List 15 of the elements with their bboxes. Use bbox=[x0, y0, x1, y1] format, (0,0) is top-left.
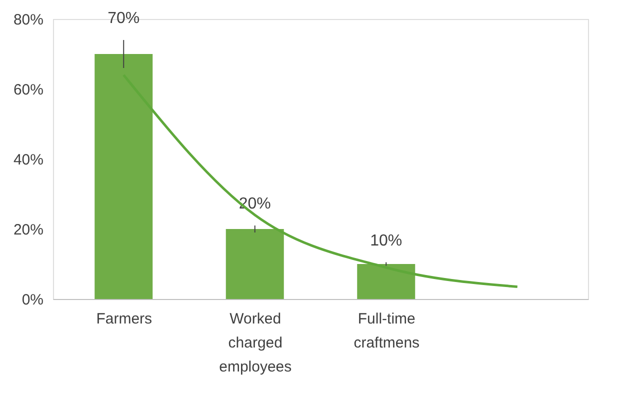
y-tick-label: 0% bbox=[22, 292, 44, 308]
x-tick-label: Farmers bbox=[96, 310, 152, 328]
data-label: 10% bbox=[370, 232, 402, 250]
bar bbox=[226, 229, 284, 299]
data-label: 70% bbox=[108, 10, 140, 27]
line-series bbox=[122, 74, 519, 288]
x-tick-label: Full-time craftmens bbox=[354, 310, 420, 352]
y-tick-label: 20% bbox=[13, 222, 44, 238]
data-label: 20% bbox=[238, 196, 271, 212]
bar bbox=[94, 54, 153, 299]
y-tick-label: 80% bbox=[13, 12, 44, 28]
bar bbox=[357, 264, 416, 299]
y-tick-label: 40% bbox=[13, 152, 44, 168]
x-tick-label: Worked charged employees bbox=[219, 310, 292, 376]
y-tick-label: 60% bbox=[13, 82, 44, 98]
